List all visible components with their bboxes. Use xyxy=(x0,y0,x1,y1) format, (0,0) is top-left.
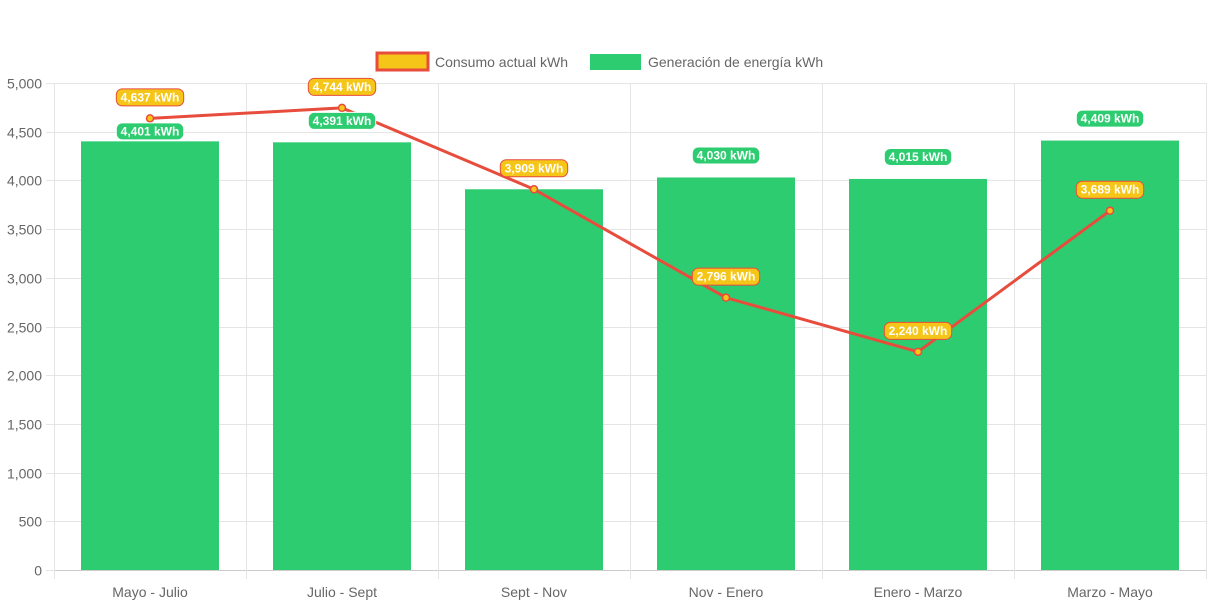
legend: Consumo actual kWh Generación de energía … xyxy=(375,51,823,72)
y-tick-label: 500 xyxy=(19,514,43,530)
bar-generacion xyxy=(657,177,795,570)
data-label-generacion-bg xyxy=(115,122,185,141)
legend-label-consumo: Consumo actual kWh xyxy=(435,54,568,70)
bar-generacion xyxy=(849,178,987,570)
point-consumo xyxy=(337,103,347,113)
data-label-consumo-bg xyxy=(1075,180,1145,199)
data-label-generacion: 4,391 kWh xyxy=(313,114,372,128)
data-label-generacion: 4,401 kWh xyxy=(121,124,180,138)
data-label-consumo-bg xyxy=(691,267,761,286)
y-tick-label: 4,500 xyxy=(7,125,42,141)
bar-generacion xyxy=(465,189,603,570)
x-tick-label: Marzo - Mayo xyxy=(1067,584,1153,600)
data-label-generacion: 4,409 kWh xyxy=(1081,112,1140,126)
legend-item-consumo: Consumo actual kWh xyxy=(375,51,568,72)
point-consumo xyxy=(913,347,923,357)
y-tick-label: 1,500 xyxy=(7,417,42,433)
y-tick-label: 2,500 xyxy=(7,320,42,336)
data-label-consumo: 3,689 kWh xyxy=(1081,183,1140,197)
data-label-consumo: 2,240 kWh xyxy=(889,324,948,338)
bar-generacion xyxy=(81,141,219,571)
x-tick-label: Mayo - Julio xyxy=(112,584,188,600)
y-tick-label: 4,000 xyxy=(7,173,42,189)
y-tick-label: 2,000 xyxy=(7,368,42,384)
data-label-generacion-bg xyxy=(883,147,953,166)
data-label-consumo-bg xyxy=(115,88,185,107)
data-label-generacion-bg xyxy=(307,111,377,130)
x-tick-label: Julio - Sept xyxy=(307,584,377,600)
y-tick-label: 3,500 xyxy=(7,222,42,238)
data-label-consumo: 4,637 kWh xyxy=(121,90,180,104)
bar-generacion xyxy=(273,142,411,571)
bar-series xyxy=(81,140,1179,571)
data-label-consumo-bg xyxy=(307,77,377,96)
y-tick-label: 0 xyxy=(34,563,42,579)
legend-label-generacion: Generación de energía kWh xyxy=(648,54,823,70)
grid xyxy=(54,83,1207,579)
data-label-generacion-bg xyxy=(691,146,761,165)
y-tick-label: 1,000 xyxy=(7,466,42,482)
axes: 0 500 1,000 1,500 2,000 2,500 3,000 3,500 4,000 4… xyxy=(7,76,1153,601)
x-tick-label: Enero - Marzo xyxy=(874,584,963,600)
point-consumo xyxy=(1105,206,1115,215)
data-label-generacion-bg xyxy=(1075,109,1145,128)
point-consumo xyxy=(529,185,539,194)
point-consumo xyxy=(145,114,155,123)
data-label-consumo: 2,796 kWh xyxy=(697,270,756,284)
data-label-generacion: 4,015 kWh xyxy=(889,150,948,164)
y-tick-label: 5,000 xyxy=(7,76,42,92)
legend-item-generacion: Generación de energía kWh xyxy=(590,54,823,70)
point-consumo xyxy=(721,293,731,302)
data-label-consumo: 4,744 kWh xyxy=(313,80,372,94)
x-tick-label: Nov - Enero xyxy=(689,584,764,600)
bar-generacion xyxy=(1041,140,1179,570)
y-tick-label: 3,000 xyxy=(7,271,42,287)
data-label-generacion: 4,030 kWh xyxy=(697,148,756,162)
data-label-consumo: 3,909 kWh xyxy=(505,161,564,175)
data-label-consumo-bg xyxy=(883,321,953,340)
legend-swatch-generacion xyxy=(590,54,641,70)
data-labels: 4,401 kWh 4,391 kWh 4,030 kWh 4,015 kWh 4,40… xyxy=(115,77,1145,340)
x-tick-label: Sept - Nov xyxy=(501,584,567,600)
data-label-consumo-bg xyxy=(499,159,569,178)
legend-swatch-consumo xyxy=(375,51,430,72)
